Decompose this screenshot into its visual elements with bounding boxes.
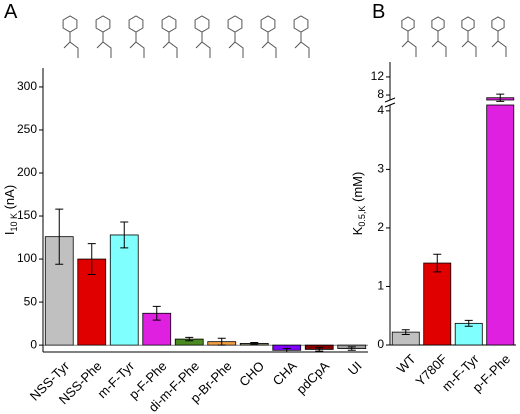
y-tick-label: 150 <box>17 208 37 222</box>
bar <box>486 104 515 346</box>
structure-ring <box>161 15 177 33</box>
y-tick-label: 300 <box>17 79 37 93</box>
y-tick-label: 0 <box>377 337 384 351</box>
error-bar <box>120 221 129 249</box>
structure-ring <box>293 15 309 33</box>
structure-chain <box>195 32 211 58</box>
error-bar <box>55 208 64 265</box>
y-tick-label: 12 <box>371 69 385 83</box>
structure-ring <box>431 16 445 32</box>
structure-chain <box>294 32 310 58</box>
structure-ring <box>95 15 111 33</box>
error-bar <box>282 348 291 353</box>
x-tick-label: CHO <box>236 358 267 389</box>
y-tick-label: 1 <box>377 279 384 293</box>
x-tick-label: WT <box>394 351 419 376</box>
y-tick-label: 2 <box>377 220 384 234</box>
structure-ring <box>461 16 475 32</box>
y-axis-label-part: K <box>350 226 365 235</box>
structure-ring <box>491 16 505 32</box>
x-tick-label: pdCpA <box>293 358 332 397</box>
error-bar <box>347 346 356 351</box>
structure-ring <box>62 15 78 33</box>
y-tick-label: 100 <box>17 251 37 265</box>
error-bar <box>217 337 226 346</box>
error-bar <box>87 243 96 276</box>
structure-chain <box>461 31 477 57</box>
y-axis-label-part: (nA) <box>2 185 17 213</box>
error-bar <box>185 336 194 342</box>
structure-chain <box>162 32 178 58</box>
y-tick-label: 200 <box>17 165 37 179</box>
structure-chain <box>261 32 277 58</box>
structure-chain <box>401 31 417 57</box>
structure-chain <box>431 31 447 57</box>
bar <box>423 262 452 346</box>
y-tick-label: 0 <box>30 337 37 351</box>
structure-ring <box>260 15 276 33</box>
error-bar <box>152 305 161 321</box>
y-axis-label-part: 10 K <box>9 213 19 232</box>
structure-chain <box>228 32 244 58</box>
y-tick-label: 4 <box>377 103 384 117</box>
structure-chain <box>129 32 145 58</box>
y-tick-label: 8 <box>377 87 384 101</box>
y-tick-label: 50 <box>24 294 38 308</box>
bar <box>109 234 139 346</box>
y-axis-label-part: (mM) <box>350 172 365 206</box>
structure-chain <box>96 32 112 58</box>
error-bar <box>464 319 473 327</box>
error-bar <box>401 329 410 335</box>
error-bar <box>250 342 259 345</box>
error-bar <box>496 93 505 102</box>
structure-chain <box>491 31 507 57</box>
y-axis-label-part: I <box>2 232 17 236</box>
structure-ring <box>194 15 210 33</box>
y-tick-label: 3 <box>377 162 384 176</box>
axis-break <box>384 97 396 103</box>
structure-ring <box>128 15 144 33</box>
y-axis-label: K0.5,K (mM) <box>350 172 367 236</box>
y-axis-label: I10 K (nA) <box>2 185 19 235</box>
structure-chain <box>63 32 79 58</box>
structure-ring <box>401 16 415 32</box>
panel-letter: A <box>4 1 18 23</box>
error-bar <box>433 253 442 273</box>
structure-ring <box>227 15 243 33</box>
y-tick-label: 250 <box>17 122 37 136</box>
axis-break <box>384 102 396 108</box>
x-tick-label: UI <box>345 358 365 378</box>
panel-letter: B <box>372 1 385 23</box>
error-bar <box>315 347 324 352</box>
y-axis-label-part: 0.5,K <box>357 206 367 227</box>
